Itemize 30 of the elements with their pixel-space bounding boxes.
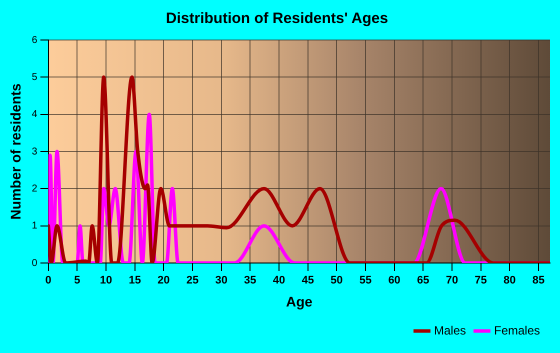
x-tick-label: 60 [388, 274, 400, 287]
x-tick-label: 35 [244, 274, 256, 287]
x-tick-label: 75 [474, 274, 487, 287]
y-tick-label: 1 [32, 220, 38, 232]
x-tick-label: 45 [302, 274, 314, 287]
x-tick-label: 55 [359, 274, 372, 287]
x-tick-label: 0 [45, 274, 52, 287]
y-axis-title: Number of residents [7, 83, 24, 220]
x-tick-label: 10 [100, 274, 112, 287]
x-tick-label: 40 [272, 274, 286, 287]
x-tick-label: 25 [186, 274, 199, 287]
x-tick-label: 15 [128, 274, 141, 287]
y-tick-label: 3 [32, 146, 38, 158]
y-tick-label: 2 [32, 183, 38, 194]
x-tick-label: 80 [504, 274, 516, 287]
x-axis-title: Age [286, 293, 313, 310]
legend-label: Females [494, 323, 540, 338]
x-tick-label: 65 [417, 274, 430, 287]
y-tick-label: 4 [32, 109, 38, 120]
legend-label: Males [434, 323, 466, 338]
x-tick-label: 70 [446, 274, 458, 287]
x-tick-label: 5 [74, 274, 80, 287]
x-tick-label: 50 [330, 274, 343, 287]
x-tick-label: 30 [215, 274, 228, 287]
x-tick-label: 85 [532, 274, 545, 287]
chart-title: Distribution of Residents' Ages [166, 10, 388, 28]
y-tick-label: 6 [32, 34, 38, 46]
y-tick-label: 5 [32, 72, 38, 83]
y-tick-label: 0 [32, 258, 38, 269]
x-tick-label: 20 [158, 274, 170, 287]
